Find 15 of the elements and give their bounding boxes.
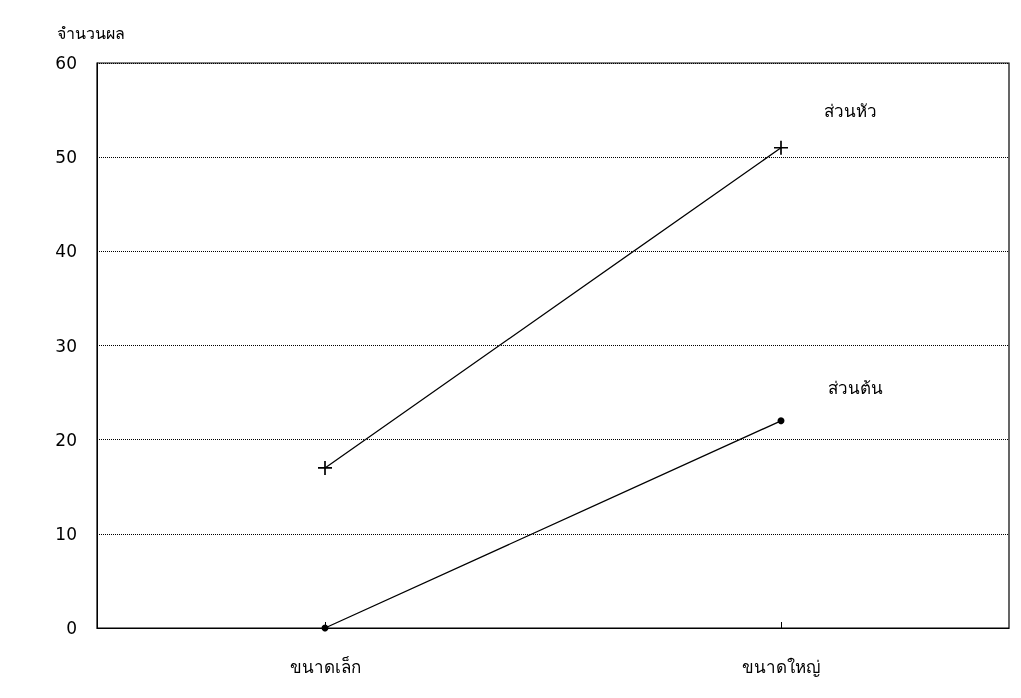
y-tick-label: 10 <box>55 523 77 544</box>
point <box>774 140 788 155</box>
x-tick-label: ขนาดเล็ก <box>289 655 361 677</box>
point <box>777 417 785 425</box>
text: ส่วนหัว <box>824 101 877 122</box>
y-tick-label: 60 <box>55 53 77 73</box>
y-tick-label: 50 <box>55 147 77 168</box>
y-tick-label: 40 <box>55 241 77 262</box>
y-axis-title: จำนวนผล <box>57 23 125 43</box>
y-tick-label: 20 <box>55 429 77 450</box>
point <box>318 460 332 475</box>
x-tick-label: ขนาดใหญ่ <box>742 656 820 677</box>
y-tick-label: 0 <box>66 618 77 638</box>
text: ส่วนต้น <box>827 377 883 398</box>
y-tick-label: 30 <box>55 335 77 356</box>
